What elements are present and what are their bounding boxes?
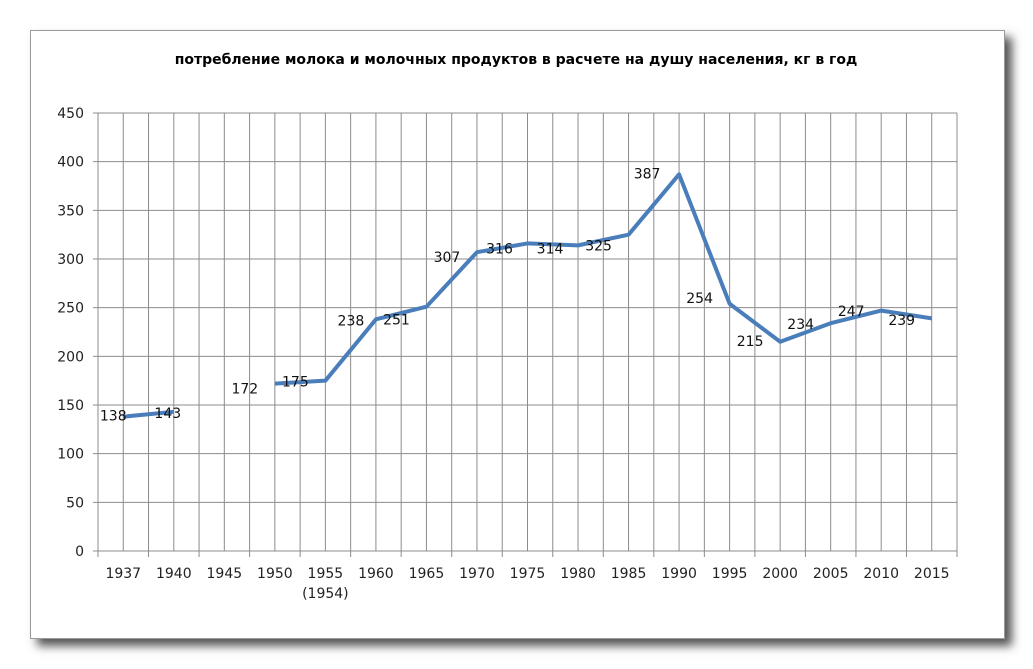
x-tick-label: 1980 <box>560 566 596 582</box>
x-tick-label: 2010 <box>863 566 899 582</box>
data-label: 251 <box>383 313 410 329</box>
y-tick-label: 50 <box>66 495 84 511</box>
data-label: 238 <box>338 313 365 329</box>
x-tick-label: 1937 <box>105 566 141 582</box>
y-tick-label: 200 <box>57 349 84 365</box>
series-line <box>274 172 933 386</box>
data-label: 175 <box>282 375 309 391</box>
x-tick-label: 1955 <box>308 566 344 582</box>
x-tick-label: 1950 <box>257 566 293 582</box>
x-tick-label: 1945 <box>207 566 243 582</box>
x-tick-label: 2015 <box>914 566 950 582</box>
data-label: 325 <box>585 239 612 255</box>
x-tick-label: 1995 <box>712 566 748 582</box>
chart-title: потребление молока и молочных продуктов … <box>175 52 858 68</box>
x-tick-label: 1975 <box>510 566 546 582</box>
data-label: 138 <box>100 409 127 425</box>
y-tick-label: 350 <box>57 203 84 219</box>
data-label: 314 <box>537 241 564 257</box>
data-label: 239 <box>888 313 915 329</box>
data-label: 247 <box>838 304 865 320</box>
chart-frame <box>30 30 1005 639</box>
y-tick-label: 400 <box>57 155 84 171</box>
series-line <box>123 409 174 419</box>
x-tick-label: 1990 <box>661 566 697 582</box>
data-label: 316 <box>486 241 513 257</box>
data-label: 307 <box>434 250 461 266</box>
y-tick-label: 100 <box>57 447 84 463</box>
y-tick-label: 450 <box>57 106 84 122</box>
x-tick-label: 1940 <box>156 566 192 582</box>
data-label: 234 <box>787 317 814 333</box>
y-tick-label: 250 <box>57 301 84 317</box>
data-label: 215 <box>737 334 764 350</box>
x-tick-label: 1960 <box>358 566 394 582</box>
data-label: 387 <box>634 166 661 182</box>
data-label: 172 <box>231 382 258 398</box>
x-tick-label: 2000 <box>762 566 798 582</box>
x-tick-label: 1965 <box>409 566 445 582</box>
x-tick-label: 2005 <box>813 566 849 582</box>
y-tick-label: 150 <box>57 398 84 414</box>
y-tick-label: 0 <box>75 544 84 560</box>
data-label: 254 <box>686 291 713 307</box>
x-tick-label: 1985 <box>611 566 647 582</box>
x-tick-label: 1970 <box>459 566 495 582</box>
data-label: 143 <box>154 406 181 422</box>
y-tick-label: 300 <box>57 252 84 268</box>
x-tick-sublabel: (1954) <box>302 586 349 602</box>
